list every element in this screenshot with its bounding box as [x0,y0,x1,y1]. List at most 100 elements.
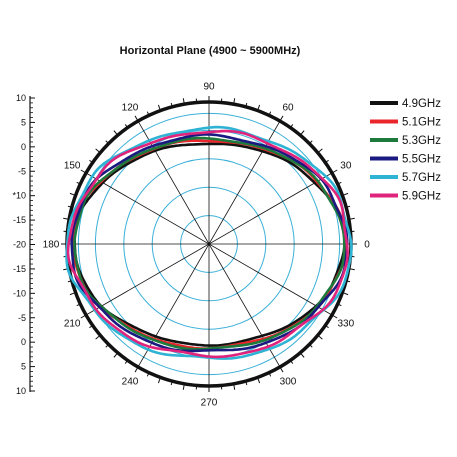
legend-label: 5.7GHz [402,172,441,184]
trace-5-5ghz [70,133,349,353]
frame-tick [348,217,355,220]
frame-tick [89,325,93,329]
frame-tick [257,377,261,384]
frame-tick [233,98,236,105]
frame-tick [346,280,351,283]
frame-tick [80,169,87,174]
frame-tick [245,381,248,386]
frame-tick [331,169,338,174]
scale-tick-label: 5 [21,362,26,372]
frame-tick [67,205,72,208]
frame-tick [233,383,236,390]
legend-label: 4.9GHz [402,98,441,110]
scale-tick-label: -5 [18,313,26,323]
angle-label: 270 [201,398,218,409]
angle-label: 330 [337,319,354,330]
frame-tick [124,360,128,364]
frame-tick [113,130,119,136]
frame-tick [346,205,351,208]
frame-tick [76,181,81,185]
angle-label: 210 [64,319,81,330]
scale-tick-label: -10 [13,288,26,298]
frame-tick [76,303,81,307]
frame-tick [317,148,323,154]
scale-tick-label: 10 [16,93,26,103]
frame-tick [279,366,284,373]
frame-tick [325,325,329,329]
scale-tick-label: -15 [13,264,26,274]
frame-tick [317,334,323,340]
frame-tick [182,383,185,390]
frame-tick [63,217,70,220]
angle-label: 180 [43,240,60,251]
scale-tick-label: 0 [21,142,26,152]
frame-tick [89,159,93,163]
legend: 4.9GHz 5.1GHz 5.3GHz 5.5GHz 5.7GHz 5.9GHz [370,98,441,203]
frame-tick [69,292,76,296]
frame-tick [105,140,109,144]
frame-tick [113,352,119,358]
angle-label: 0 [364,240,370,251]
legend-label: 5.9GHz [402,191,441,203]
frame-tick [146,111,150,116]
legend-label: 5.5GHz [402,154,441,166]
frame-tick [105,344,109,348]
frame-tick [342,292,349,296]
angle-label: 240 [122,376,139,387]
frame-tick [134,115,139,122]
frame-tick [67,280,72,283]
scale-tick-label: -20 [13,240,26,250]
pattern-traces [65,125,353,360]
scale-tick-label: -15 [13,215,26,225]
frame-tick [95,148,101,154]
frame-tick [170,381,173,386]
chart-title: Horizontal Plane (4900 ~ 5900MHz) [120,45,301,57]
frame-tick [245,102,248,107]
frame-tick [157,377,161,384]
frame-tick [348,268,355,271]
frame-tick [290,360,294,364]
frame-tick [146,372,150,377]
frame-tick [268,372,272,377]
angle-label: 120 [122,103,139,114]
frame-tick [170,102,173,107]
frame-tick [337,181,342,185]
frame-tick [257,104,261,111]
angle-label: 300 [280,376,297,387]
frame-tick [342,192,349,196]
frame-tick [325,159,329,163]
scale-tick-label: -5 [18,166,26,176]
trace-5-9ghz [66,129,349,359]
frame-tick [299,352,305,358]
frame-tick [95,334,101,340]
angle-label: 60 [282,103,294,114]
frame-tick [331,314,338,319]
radial-scale: 10 5 0 -5 *10 -15 -20 -15 -10 -5 0 5 10 [12,93,35,396]
frame-tick [299,130,305,136]
angle-labels: 0 30 60 90 120 150 180 210 240 270 300 330 [43,82,371,409]
scale-tick-label: 10 [16,386,26,396]
scale-tick-label: 0 [21,337,26,347]
frame-tick [309,344,313,348]
frame-tick [279,115,284,122]
legend-label: 5.1GHz [402,117,441,129]
angle-label: 150 [64,161,81,172]
frame-tick [157,104,161,111]
angle-label: 90 [203,82,215,93]
frame-tick [268,111,272,116]
legend-label: 5.3GHz [402,135,441,147]
frame-tick [69,192,76,196]
frame-tick [337,303,342,307]
scale-tick-label: *10 [12,191,26,201]
frame-tick [80,314,87,319]
frame-tick [182,98,185,105]
angle-label: 30 [340,161,352,172]
trace-5-3ghz [73,136,346,351]
grid-spoke [85,172,333,316]
frame-tick [134,366,139,373]
frame-tick [290,124,294,128]
scale-tick-label: 5 [21,117,26,127]
frame-tick [124,124,128,128]
frame-tick [309,140,313,144]
